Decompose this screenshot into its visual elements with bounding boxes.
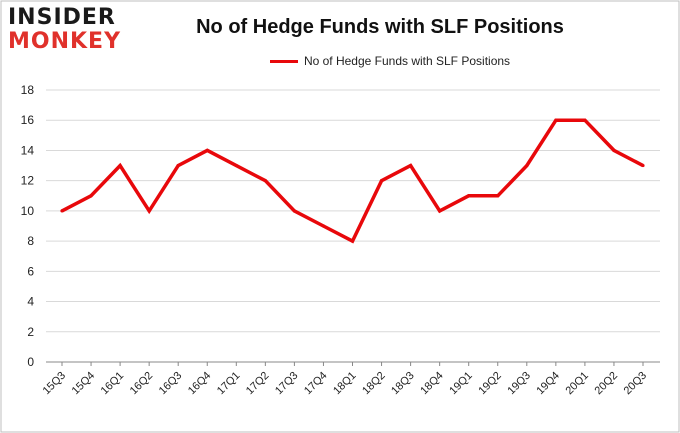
y-tick-label: 14 [21, 143, 35, 157]
x-tick-label: 19Q3 [505, 370, 533, 398]
data-point [554, 118, 558, 122]
data-point [467, 194, 471, 198]
data-point [118, 163, 122, 168]
x-tick-label: 19Q1 [447, 370, 475, 398]
logo-line-1: INSIDER [8, 5, 116, 30]
y-tick-label: 18 [21, 83, 35, 97]
x-tick-label: 20Q2 [593, 370, 621, 398]
data-point [350, 239, 355, 243]
data-point [89, 194, 93, 198]
x-tick-label: 16Q4 [186, 370, 214, 398]
data-point [496, 194, 500, 198]
y-tick-label: 2 [27, 325, 34, 339]
y-tick-label: 4 [27, 295, 34, 309]
x-tick-label: 17Q1 [215, 370, 243, 398]
y-tick-label: 8 [27, 234, 34, 248]
x-tick-label: 20Q3 [622, 370, 650, 398]
x-tick-label: 16Q2 [128, 370, 156, 398]
insider-monkey-logo: INSIDER MONKEY [8, 6, 128, 56]
logo-line-2: MONKEY [8, 29, 122, 54]
y-tick-label: 16 [21, 113, 35, 127]
x-tick-label: 16Q3 [157, 370, 185, 398]
x-tick-label: 17Q3 [273, 370, 301, 398]
x-tick-label: 15Q3 [41, 370, 69, 398]
y-tick-label: 0 [27, 355, 34, 369]
x-tick-label: 18Q2 [360, 370, 388, 398]
legend-label: No of Hedge Funds with SLF Positions [303, 54, 511, 68]
x-tick-label: 19Q4 [534, 370, 562, 398]
chart-title: No of Hedge Funds with SLF Positions [196, 16, 564, 38]
data-point [409, 163, 413, 168]
data-point [438, 209, 442, 213]
y-tick-label: 6 [27, 264, 34, 278]
data-point [292, 209, 296, 213]
data-point [525, 163, 529, 168]
x-tick-label: 18Q1 [331, 370, 359, 398]
data-point [205, 148, 209, 153]
legend: No of Hedge Funds with SLF Positions [0, 54, 680, 68]
data-point [379, 179, 384, 183]
data-point [612, 148, 616, 153]
x-tick-label: 18Q3 [389, 370, 417, 398]
data-point [583, 118, 587, 122]
y-tick-label: 10 [21, 204, 35, 218]
data-point [234, 163, 238, 168]
x-tick-label: 17Q2 [244, 370, 272, 398]
legend-swatch [269, 59, 298, 63]
x-tick-label: 17Q4 [302, 370, 330, 398]
data-point [641, 163, 645, 168]
x-tick-label: 19Q2 [476, 370, 504, 398]
data-point [147, 209, 151, 213]
x-tick-label: 18Q4 [418, 370, 446, 398]
x-tick-label: 15Q4 [70, 370, 98, 398]
data-point [321, 224, 326, 228]
data-point [60, 209, 64, 213]
data-point [263, 179, 267, 183]
x-tick-label: 20Q1 [563, 370, 591, 398]
x-tick-label: 16Q1 [99, 370, 127, 398]
data-point [176, 163, 180, 168]
y-tick-label: 12 [21, 174, 35, 188]
